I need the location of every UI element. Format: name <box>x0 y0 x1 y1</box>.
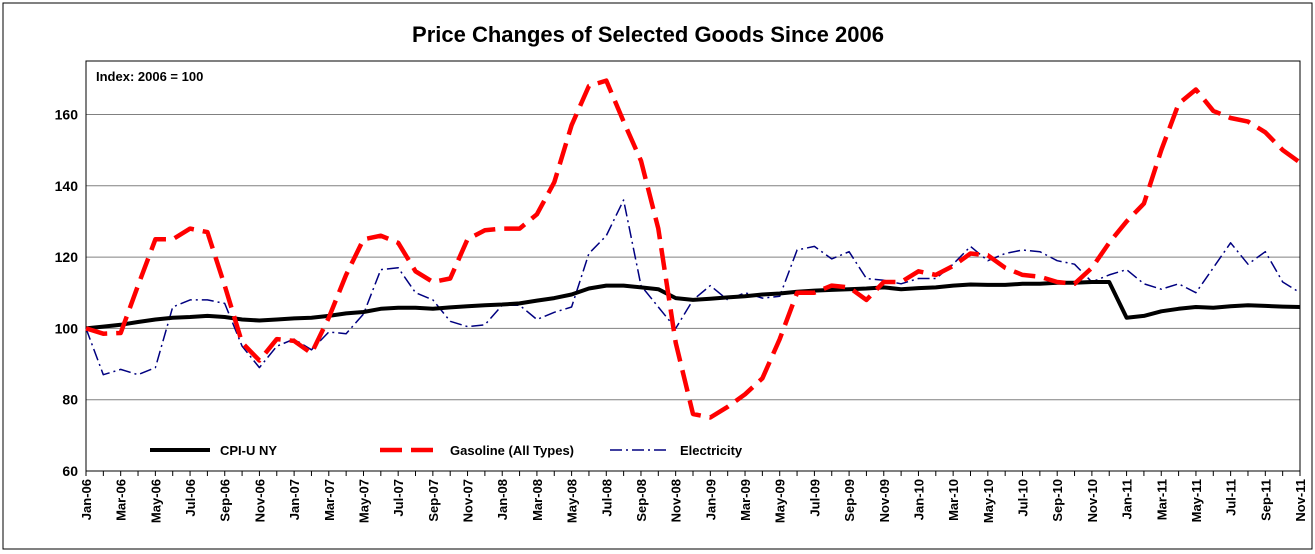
x-tick-label: Mar-11 <box>1154 479 1169 520</box>
x-tick-label: Mar-06 <box>114 479 129 521</box>
x-tick-label: Mar-10 <box>946 479 961 521</box>
chart-title: Price Changes of Selected Goods Since 20… <box>412 22 884 47</box>
legend-label-cpi-u-ny: CPI-U NY <box>220 443 277 458</box>
x-tick-label: Jan-11 <box>1120 479 1135 519</box>
x-tick-label: Jan-09 <box>703 479 718 520</box>
x-tick-label: May-07 <box>356 479 371 523</box>
x-tick-label: Nov-09 <box>877 479 892 522</box>
series-line-cpi-u-ny <box>85 280 1301 331</box>
x-tick-label: Jul-07 <box>391 479 406 517</box>
x-tick-label: Mar-09 <box>738 479 753 521</box>
x-tick-label: Jan-08 <box>495 479 510 520</box>
x-tick-label: Nov-07 <box>461 479 476 522</box>
x-tick-label: Jul-06 <box>183 479 198 517</box>
x-tick-label: Sep-09 <box>842 479 857 522</box>
x-tick-label: Jan-07 <box>287 479 302 520</box>
x-tick-label: May-10 <box>981 479 996 523</box>
y-tick-label: 100 <box>55 320 79 336</box>
x-tick-label: May-08 <box>565 479 580 523</box>
x-tick-label: Jul-11 <box>1224 479 1239 516</box>
index-note: Index: 2006 = 100 <box>96 69 203 84</box>
x-tick-label: May-11 <box>1189 479 1204 522</box>
legend-label-electricity: Electricity <box>680 443 743 458</box>
gridlines <box>86 113 1300 401</box>
y-axis-ticks: 60 80 100 120 140 160 <box>55 106 79 479</box>
x-tick-label: Jan-10 <box>911 479 926 520</box>
x-tick-label: Sep-07 <box>426 479 441 522</box>
y-tick-label: 160 <box>55 106 79 122</box>
legend-label-gasoline-all-types: Gasoline (All Types) <box>450 443 574 458</box>
x-tick-label: Sep-06 <box>218 479 233 522</box>
series-lines <box>85 78 1302 420</box>
x-tick-label: Jul-10 <box>1016 479 1031 517</box>
x-tick-label: Nov-06 <box>252 479 267 522</box>
x-tick-label: Jul-09 <box>807 479 822 517</box>
x-tick-label: Nov-08 <box>669 479 684 522</box>
x-tick-label: Sep-08 <box>634 479 649 522</box>
x-tick-label: Nov-11 <box>1293 479 1308 522</box>
x-tick-label: Mar-07 <box>322 479 337 521</box>
y-tick-label: 60 <box>62 463 78 479</box>
y-tick-label: 120 <box>55 249 79 265</box>
x-tick-label: May-09 <box>773 479 788 523</box>
legend: CPI-U NY Gasoline (All Types) Electricity <box>150 443 743 458</box>
x-tick-label: Jan-06 <box>79 479 94 520</box>
y-tick-label: 80 <box>62 392 78 408</box>
y-tick-label: 140 <box>55 178 79 194</box>
x-tick-label: Nov-10 <box>1085 479 1100 522</box>
x-tick-label: Jul-08 <box>599 479 614 517</box>
x-tick-label: Sep-11 <box>1258 479 1273 521</box>
x-tick-label: Sep-10 <box>1050 479 1065 522</box>
x-axis-ticks: Jan-06 Mar-06 May-06 Jul-06 Sep-06 Nov-06 Jan-… <box>79 471 1308 523</box>
series-line-gasoline-all-types <box>85 78 1302 420</box>
x-tick-label: Mar-08 <box>530 479 545 521</box>
x-tick-label: May-06 <box>148 479 163 523</box>
